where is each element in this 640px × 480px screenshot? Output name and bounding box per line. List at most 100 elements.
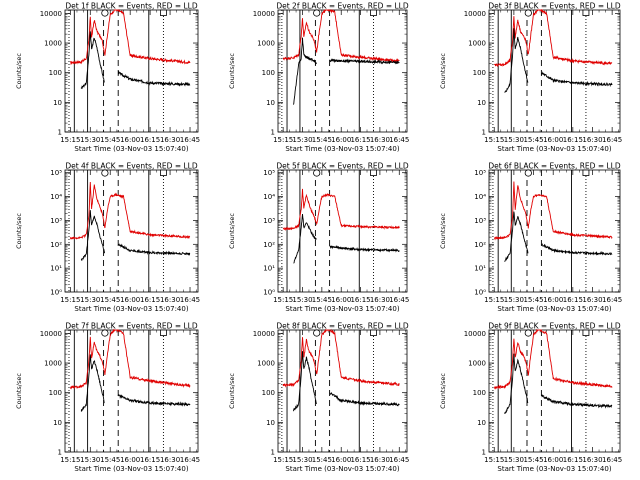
x-tick-label: 15:30 <box>80 296 100 304</box>
series-events-line <box>80 31 191 90</box>
y-axis-label: Counts/sec <box>15 213 23 249</box>
circle-marker <box>313 329 321 337</box>
x-tick-label: 15:15 <box>60 296 80 304</box>
x-tick-label: 16:00 <box>543 296 563 304</box>
y-tick-label: 10² <box>263 241 275 249</box>
x-tick-label: 16:00 <box>331 296 351 304</box>
series-events-line <box>293 37 400 105</box>
y-tick-label: 100 <box>473 389 486 397</box>
x-tick-label: 16:15 <box>563 296 583 304</box>
circle-marker <box>101 329 109 337</box>
y-tick-label: 10000 <box>253 330 275 338</box>
x-tick-label: 16:45 <box>389 456 409 464</box>
y-tick-label: 10⁰ <box>263 289 275 297</box>
square-marker <box>160 9 167 16</box>
square-marker <box>160 169 167 176</box>
series-events-line <box>293 351 400 412</box>
y-tick-label: 10000 <box>464 10 486 18</box>
x-tick-label: 16:15 <box>140 456 160 464</box>
series-lld-line <box>69 181 191 240</box>
chart-title: Det 2f BLACK = Events, RED = LLD <box>276 2 409 11</box>
square-marker <box>370 329 377 336</box>
x-tick-label: 15:45 <box>312 296 332 304</box>
plot-frame <box>64 9 199 133</box>
x-tick-label: 15:45 <box>312 456 332 464</box>
y-tick-label: 1000 <box>44 360 62 368</box>
x-tick-label: 15:30 <box>292 296 312 304</box>
x-tick-label: 15:30 <box>292 456 312 464</box>
plot-frame <box>277 169 408 293</box>
chart-title: Det 4f BLACK = Events, RED = LLD <box>65 162 198 171</box>
plot-frame <box>64 169 199 293</box>
series-lld-line <box>494 181 613 241</box>
chart-title: Det 6f BLACK = Events, RED = LLD <box>488 162 621 171</box>
series-events-line <box>80 210 191 261</box>
x-tick-label: 16:00 <box>331 136 351 144</box>
series-lld-line <box>69 328 191 390</box>
x-tick-label: 16:30 <box>582 296 602 304</box>
x-tick-label: 15:45 <box>523 456 543 464</box>
x-axis-label: Start Time (03-Nov-03 15:07:40) <box>497 145 611 153</box>
x-tick-label: 16:30 <box>582 136 602 144</box>
y-tick-label: 10⁵ <box>50 169 62 177</box>
chart-title: Det 7f BLACK = Events, RED = LLD <box>65 322 198 331</box>
x-tick-label: 16:00 <box>120 296 140 304</box>
x-axis-label: Start Time (03-Nov-03 15:07:40) <box>497 305 611 313</box>
y-tick-label: 10 <box>53 99 62 107</box>
chart-panel-2: Det 2f BLACK = Events, RED = LLD Counts/s… <box>228 2 409 154</box>
plot-frame <box>277 329 408 453</box>
y-tick-label: 10¹ <box>263 265 275 273</box>
chart-title: Det 8f BLACK = Events, RED = LLD <box>276 322 409 331</box>
square-marker <box>370 9 377 16</box>
x-tick-label: 16:45 <box>389 136 409 144</box>
y-tick-label: 1000 <box>257 40 275 48</box>
circle-marker <box>524 9 532 17</box>
x-tick-label: 16:15 <box>563 136 583 144</box>
chart-panel-3: Det 3f BLACK = Events, RED = LLD Counts/s… <box>439 2 622 154</box>
x-tick-label: 16:00 <box>331 456 351 464</box>
y-tick-label: 10 <box>266 99 275 107</box>
x-tick-label: 16:15 <box>350 456 370 464</box>
y-tick-label: 10 <box>477 99 486 107</box>
y-tick-label: 10 <box>477 419 486 427</box>
chart-panel-5: Det 5f BLACK = Events, RED = LLD Counts/s… <box>228 162 409 314</box>
x-axis-label: Start Time (03-Nov-03 15:07:40) <box>285 305 399 313</box>
y-tick-label: 1 <box>271 129 275 137</box>
x-tick-label: 15:15 <box>484 296 504 304</box>
x-tick-label: 16:30 <box>582 456 602 464</box>
x-axis-label: Start Time (03-Nov-03 15:07:40) <box>497 465 611 473</box>
x-tick-label: 16:45 <box>180 296 200 304</box>
chart-panel-9: Det 9f BLACK = Events, RED = LLD Counts/s… <box>439 322 622 474</box>
series-lld-line <box>493 9 613 67</box>
chart-panel-4: Det 4f BLACK = Events, RED = LLD Counts/s… <box>15 162 200 314</box>
x-tick-label: 16:45 <box>180 136 200 144</box>
plot-frame <box>488 169 621 293</box>
series-events-line <box>504 211 613 262</box>
y-tick-label: 10⁰ <box>50 289 62 297</box>
x-tick-label: 16:30 <box>370 456 390 464</box>
y-tick-label: 10000 <box>464 330 486 338</box>
x-tick-label: 15:15 <box>273 296 293 304</box>
y-tick-label: 10⁰ <box>474 289 486 297</box>
y-tick-label: 1000 <box>44 40 62 48</box>
x-axis-label: Start Time (03-Nov-03 15:07:40) <box>74 465 188 473</box>
x-tick-label: 15:15 <box>484 136 504 144</box>
x-tick-label: 15:15 <box>484 456 504 464</box>
chart-title: Det 9f BLACK = Events, RED = LLD <box>488 322 621 331</box>
chart-title: Det 5f BLACK = Events, RED = LLD <box>276 162 409 171</box>
y-axis-label: Counts/sec <box>439 53 447 89</box>
y-tick-label: 10³ <box>263 217 275 225</box>
plot-frame <box>488 329 621 453</box>
x-axis-label: Start Time (03-Nov-03 15:07:40) <box>74 145 188 153</box>
y-tick-label: 10² <box>50 241 62 249</box>
y-tick-label: 10⁴ <box>474 193 486 201</box>
series-lld-line <box>282 188 400 232</box>
circle-marker <box>101 9 109 17</box>
y-tick-label: 10⁵ <box>474 169 486 177</box>
circle-marker <box>313 9 321 17</box>
y-tick-label: 100 <box>262 389 275 397</box>
x-tick-label: 16:00 <box>543 136 563 144</box>
y-tick-label: 1000 <box>468 40 486 48</box>
x-tick-label: 16:00 <box>120 136 140 144</box>
